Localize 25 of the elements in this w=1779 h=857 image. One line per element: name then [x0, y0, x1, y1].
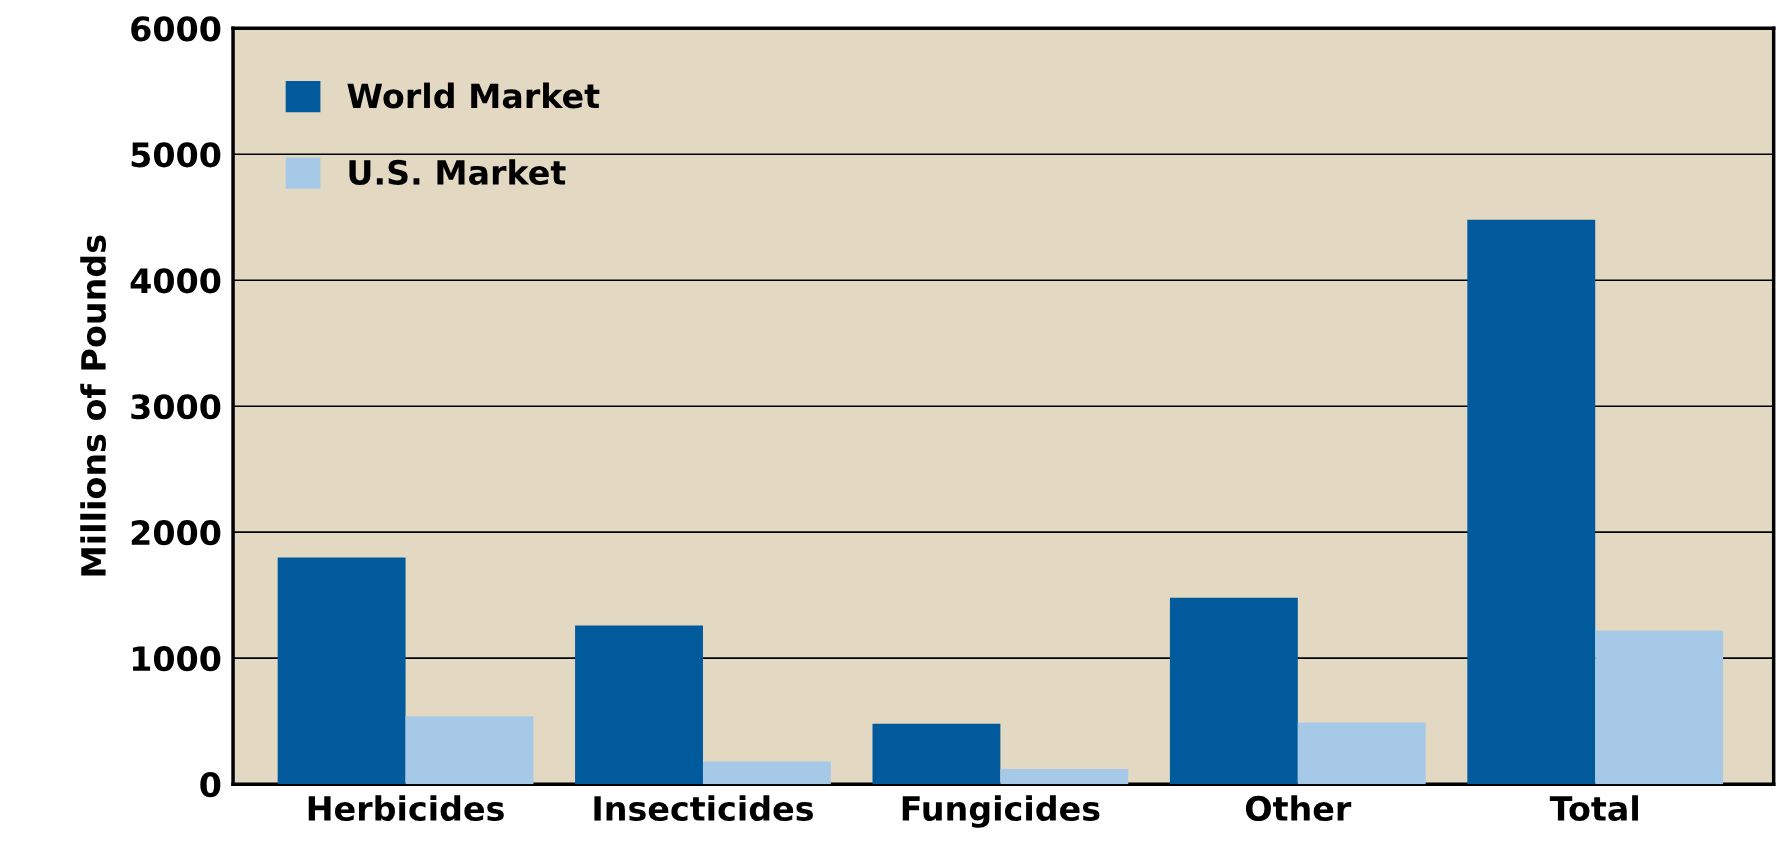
x-tick-label: Total — [1549, 795, 1638, 822]
x-tick-label: Herbicides — [308, 795, 504, 822]
y-tick-label: 5000 — [131, 142, 221, 168]
bar — [702, 761, 831, 785]
legend-label: U.S. Market — [349, 159, 566, 186]
y-tick-label: 6000 — [131, 16, 221, 42]
y-tick-label: 4000 — [130, 268, 221, 294]
y-tick-label: 2000 — [131, 520, 221, 546]
x-tick-label: Other — [1245, 795, 1352, 822]
bar — [405, 716, 534, 785]
bar — [277, 557, 406, 785]
bar — [1000, 769, 1129, 785]
bar — [1467, 219, 1596, 785]
legend-label: World Market — [347, 82, 600, 109]
bar — [1297, 722, 1426, 785]
y-tick-label: 3000 — [131, 394, 221, 420]
bar — [1595, 630, 1724, 785]
y-axis-title: Millions of Pounds — [80, 235, 107, 576]
bar — [872, 723, 1001, 785]
bar — [1169, 597, 1298, 785]
y-tick-label: 0 — [200, 772, 221, 798]
y-tick-label: 1000 — [132, 646, 221, 672]
bar — [575, 625, 703, 785]
x-tick-label: Insecticides — [594, 795, 813, 822]
x-tick-label: Fungicides — [902, 795, 1100, 828]
